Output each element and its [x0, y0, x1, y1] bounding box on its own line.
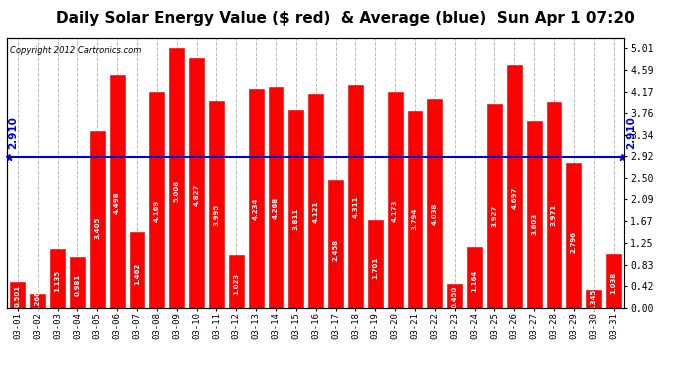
- Text: 0.501: 0.501: [14, 285, 21, 307]
- Text: 4.697: 4.697: [511, 187, 518, 209]
- Bar: [110, 75, 125, 307]
- Bar: [229, 255, 244, 308]
- Bar: [90, 131, 105, 308]
- Bar: [130, 232, 144, 308]
- Text: 3.927: 3.927: [491, 205, 497, 227]
- Text: 0.450: 0.450: [452, 286, 457, 308]
- Text: 3.405: 3.405: [95, 217, 100, 239]
- Text: 4.827: 4.827: [193, 184, 199, 206]
- Text: 2.910: 2.910: [627, 116, 636, 149]
- Bar: [487, 104, 502, 308]
- Text: 4.169: 4.169: [154, 200, 160, 222]
- Bar: [248, 88, 264, 308]
- Bar: [288, 110, 304, 308]
- Bar: [328, 180, 343, 308]
- Bar: [308, 94, 323, 308]
- Text: 3.811: 3.811: [293, 208, 299, 230]
- Text: 2.458: 2.458: [333, 239, 339, 261]
- Bar: [526, 121, 542, 308]
- Text: 3.794: 3.794: [412, 208, 418, 230]
- Bar: [546, 102, 562, 308]
- Text: 2.910: 2.910: [8, 116, 18, 149]
- Text: 3.995: 3.995: [213, 204, 219, 226]
- Text: 1.701: 1.701: [372, 257, 378, 279]
- Text: 0.266: 0.266: [34, 290, 41, 312]
- Bar: [348, 84, 363, 308]
- Text: 4.121: 4.121: [313, 201, 319, 223]
- Bar: [447, 284, 462, 308]
- Text: 4.173: 4.173: [392, 199, 398, 222]
- Bar: [506, 64, 522, 308]
- Text: 0.345: 0.345: [591, 288, 597, 310]
- Bar: [169, 48, 184, 308]
- Text: 3.971: 3.971: [551, 204, 557, 226]
- Bar: [268, 87, 284, 308]
- Bar: [388, 92, 402, 308]
- Text: 1.462: 1.462: [134, 262, 140, 285]
- Bar: [368, 219, 383, 308]
- Bar: [566, 163, 581, 308]
- Bar: [149, 92, 164, 308]
- Text: Copyright 2012 Cartronics.com: Copyright 2012 Cartronics.com: [10, 46, 141, 55]
- Bar: [427, 99, 442, 308]
- Bar: [189, 58, 204, 308]
- Text: 2.796: 2.796: [571, 231, 577, 254]
- Text: 1.023: 1.023: [233, 273, 239, 295]
- Bar: [30, 294, 45, 308]
- Bar: [70, 257, 85, 307]
- Text: 4.268: 4.268: [273, 197, 279, 219]
- Bar: [467, 247, 482, 308]
- Text: 4.311: 4.311: [353, 196, 358, 218]
- Bar: [10, 282, 26, 308]
- Text: Daily Solar Energy Value ($ red)  & Average (blue)  Sun Apr 1 07:20: Daily Solar Energy Value ($ red) & Avera…: [56, 11, 634, 26]
- Text: 3.603: 3.603: [531, 213, 537, 235]
- Text: 1.164: 1.164: [471, 269, 477, 291]
- Bar: [50, 249, 65, 308]
- Text: 4.234: 4.234: [253, 198, 259, 220]
- Bar: [209, 101, 224, 308]
- Bar: [586, 290, 601, 308]
- Text: 4.038: 4.038: [432, 202, 438, 225]
- Text: 5.008: 5.008: [174, 180, 179, 202]
- Text: 1.135: 1.135: [55, 270, 61, 292]
- Bar: [408, 111, 422, 308]
- Text: 1.038: 1.038: [611, 272, 617, 294]
- Bar: [606, 254, 621, 308]
- Text: 4.498: 4.498: [114, 192, 120, 214]
- Text: 0.981: 0.981: [75, 273, 81, 296]
